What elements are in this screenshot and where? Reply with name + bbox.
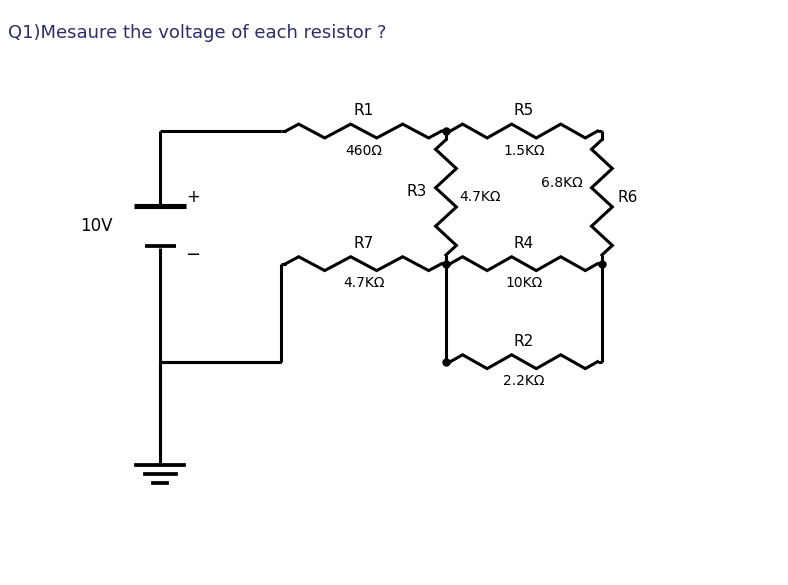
Text: −: − xyxy=(185,246,201,264)
Text: 10V: 10V xyxy=(80,217,113,235)
Text: 10KΩ: 10KΩ xyxy=(505,276,543,290)
Text: 1.5KΩ: 1.5KΩ xyxy=(503,144,545,158)
Text: 6.8KΩ: 6.8KΩ xyxy=(541,176,583,190)
Text: R7: R7 xyxy=(354,236,374,251)
Text: +: + xyxy=(186,188,200,207)
Text: R1: R1 xyxy=(354,104,374,118)
Text: R3: R3 xyxy=(407,184,427,199)
Text: 460Ω: 460Ω xyxy=(345,144,382,158)
Text: 4.7KΩ: 4.7KΩ xyxy=(343,276,385,290)
Text: R6: R6 xyxy=(618,190,637,205)
Text: 2.2KΩ: 2.2KΩ xyxy=(504,374,545,388)
Text: R4: R4 xyxy=(514,236,534,251)
Text: R2: R2 xyxy=(514,334,534,349)
Text: R5: R5 xyxy=(514,104,534,118)
Text: Q1)Mesaure the voltage of each resistor ?: Q1)Mesaure the voltage of each resistor … xyxy=(9,25,387,42)
Text: 4.7KΩ: 4.7KΩ xyxy=(459,190,500,204)
